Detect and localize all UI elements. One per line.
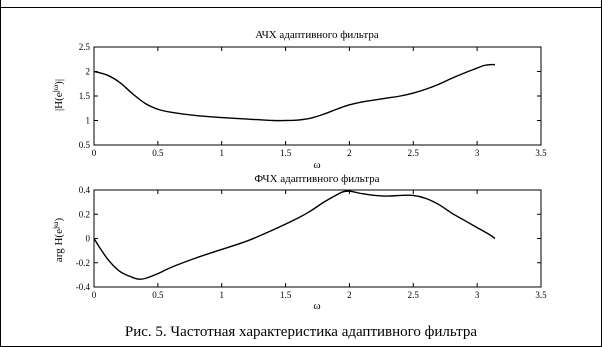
x-tick-label: 1.5 [280,290,292,300]
x-tick-label: 3.5 [535,148,547,158]
x-tick-label: 2 [347,148,352,158]
phase-response-plot: ФЧХ адаптивного фильтра ω arg H(ejω) 0 0.… [51,173,547,312]
x-tick-label: 0.5 [152,290,164,300]
y-tick-label: 0.5 [79,140,91,150]
x-tick-label: 3.5 [535,290,547,300]
figure-canvas: АЧХ адаптивного фильтра ω |H(ejω)| 0 0.5 1… [51,29,547,312]
y-tick-label: 2.5 [79,42,91,52]
x-tick-label: 2 [347,290,352,300]
y-tick-label: 0.4 [79,185,91,195]
x-tick-label: 1 [219,290,224,300]
amplitude-response-plot: АЧХ адаптивного фильтра ω |H(ejω)| 0 0.5 1… [51,29,547,171]
x-axis-label: ω [313,159,320,171]
series-line [93,190,496,280]
x-tick-label: 2.5 [408,290,420,300]
top-border [0,0,602,8]
x-tick-label: 3 [475,148,480,158]
y-axis-label: arg H(ejω) [51,218,65,263]
y-tick-label: 1.5 [79,91,91,101]
plot-axes-box [93,46,542,146]
y-tick-label: 2 [86,67,91,77]
plot-title: ФЧХ адаптивного фильтра [254,173,379,185]
x-tick-label: 0 [92,148,97,158]
series-line [93,63,496,122]
x-tick-label: 2.5 [408,148,420,158]
y-tick-label: 0 [86,234,91,244]
plot-title: АЧХ адаптивного фильтра [255,29,379,41]
y-tick-label: -0.2 [76,258,90,268]
x-tick-label: 0.5 [152,148,164,158]
x-tick-label: 0 [92,290,97,300]
y-tick-label: -0.4 [76,282,91,292]
x-tick-label: 1.5 [280,148,292,158]
figure-caption: Рис. 5. Частотная характеристика адаптив… [124,324,478,340]
y-tick-label: 1 [86,116,91,126]
x-tick-label: 3 [475,290,480,300]
x-axis-label: ω [313,300,320,312]
x-tick-label: 1 [219,148,224,158]
y-axis-label: |H(ejω)| [51,79,65,111]
y-tick-label: 0.2 [79,209,90,219]
